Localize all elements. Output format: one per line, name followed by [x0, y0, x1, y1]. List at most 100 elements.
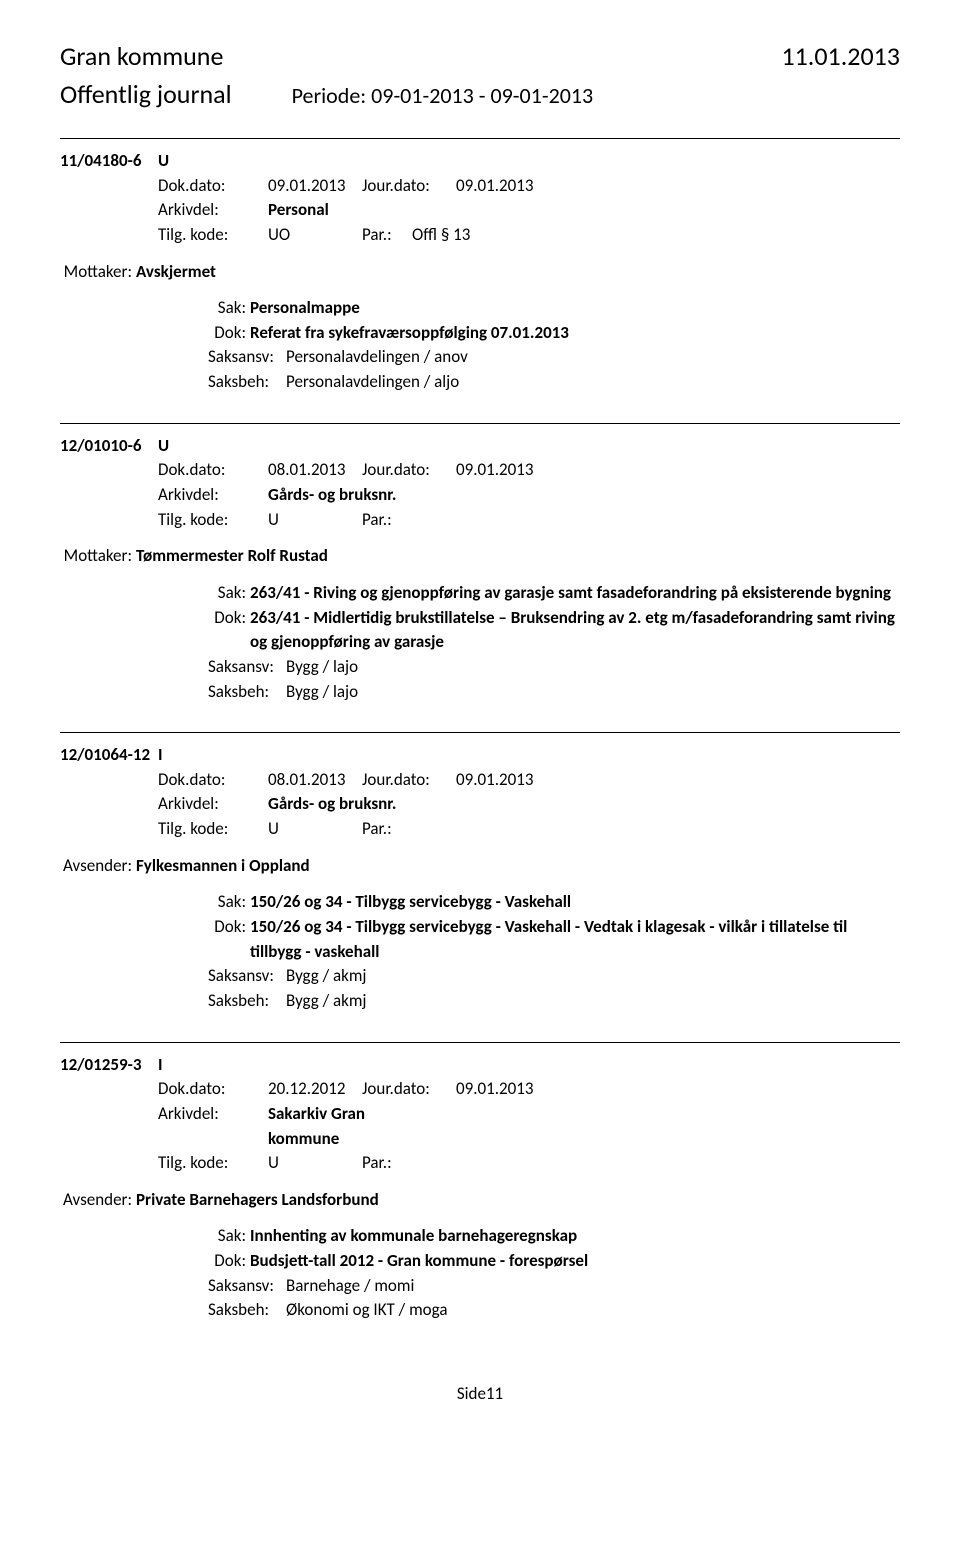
- journal-entry: 11/04180-6UDok.dato:09.01.2013Jour.dato:…: [60, 138, 900, 395]
- tilg-value: U: [268, 1151, 362, 1176]
- saksansv-label: Saksansv:: [208, 655, 286, 680]
- party-label: Mottaker:: [60, 544, 132, 569]
- arkivdel-value: Gårds- og bruksnr.: [268, 483, 396, 508]
- sak-label: Sak:: [208, 1224, 246, 1249]
- arkivdel-label: Arkivdel:: [158, 198, 268, 223]
- arkivdel-label: Arkivdel:: [158, 1102, 268, 1151]
- tilg-label: Tilg. kode:: [158, 508, 268, 533]
- tilg-value: U: [268, 508, 362, 533]
- saksansv-label: Saksansv:: [208, 345, 286, 370]
- dates-row: Dok.dato:08.01.2013Jour.dato:09.01.2013: [60, 458, 900, 483]
- direction: I: [158, 1053, 268, 1078]
- journal-entry: 12/01010-6UDok.dato:08.01.2013Jour.dato:…: [60, 423, 900, 704]
- saksbeh-label: Saksbeh:: [208, 680, 286, 705]
- saksansv-value: Bygg / akmj: [286, 964, 900, 989]
- sak-value: Personalmappe: [250, 296, 900, 321]
- dok-value: Budsjett-tall 2012 - Gran kommune - fore…: [250, 1249, 900, 1274]
- par-label: Par.:: [362, 508, 412, 533]
- party-row: Mottaker:Avskjermet: [60, 260, 900, 285]
- dok-label: Dok:: [208, 606, 246, 655]
- dokdato-value: 08.01.2013: [268, 768, 362, 793]
- print-date: 11.01.2013: [781, 40, 900, 72]
- dates-row: Dok.dato:20.12.2012Jour.dato:09.01.2013: [60, 1077, 900, 1102]
- party-value: Tømmermester Rolf Rustad: [136, 544, 328, 569]
- saksbeh-value: Bygg / akmj: [286, 989, 900, 1014]
- dokdato-label: Dok.dato:: [158, 174, 268, 199]
- tilg-value: U: [268, 817, 362, 842]
- sak-row: Sak:Innhenting av kommunale barnehagereg…: [208, 1224, 900, 1249]
- dok-value: Referat fra sykefraværsoppfølging 07.01.…: [250, 321, 900, 346]
- entry-divider: [60, 423, 900, 424]
- sak-block: Sak:PersonalmappeDok:Referat fra sykefra…: [60, 296, 900, 395]
- jourdato-value: 09.01.2013: [456, 1077, 550, 1102]
- dokdato-value: 09.01.2013: [268, 174, 362, 199]
- party-value: Private Barnehagers Landsforbund: [136, 1188, 379, 1213]
- party-row: Avsender:Private Barnehagers Landsforbun…: [60, 1188, 900, 1213]
- tilg-row: Tilg. kode:UPar.:: [60, 1151, 900, 1176]
- case-number: 12/01064-12: [60, 743, 158, 768]
- dokdato-label: Dok.dato:: [158, 1077, 268, 1102]
- case-row: 12/01259-3I: [60, 1053, 900, 1078]
- saksbeh-label: Saksbeh:: [208, 989, 286, 1014]
- saksbeh-label: Saksbeh:: [208, 1298, 286, 1323]
- saksbeh-value: Økonomi og IKT / moga: [286, 1298, 900, 1323]
- entries-container: 11/04180-6UDok.dato:09.01.2013Jour.dato:…: [60, 138, 900, 1323]
- saksansv-label: Saksansv:: [208, 1274, 286, 1299]
- entry-divider: [60, 1042, 900, 1043]
- tilg-row: Tilg. kode:UPar.:: [60, 817, 900, 842]
- saksbeh-label: Saksbeh:: [208, 370, 286, 395]
- sak-row: Sak:263/41 - Riving og gjenoppføring av …: [208, 581, 900, 606]
- dok-row: Dok:Budsjett-tall 2012 - Gran kommune - …: [208, 1249, 900, 1274]
- page-subheader: Offentlig journal Periode: 09-01-2013 - …: [60, 78, 900, 110]
- party-row: Avsender:Fylkesmannen i Oppland: [60, 854, 900, 879]
- party-label: Avsender:: [60, 1188, 132, 1213]
- par-label: Par.:: [362, 223, 412, 248]
- par-value: Offl § 13: [412, 223, 470, 248]
- sak-label: Sak:: [208, 890, 246, 915]
- arkivdel-row: Arkivdel:Personal: [60, 198, 900, 223]
- case-number: 12/01010-6: [60, 434, 158, 459]
- tilg-label: Tilg. kode:: [158, 1151, 268, 1176]
- party-label: Mottaker:: [60, 260, 132, 285]
- case-row: 12/01010-6U: [60, 434, 900, 459]
- sak-block: Sak:150/26 og 34 - Tilbygg servicebygg -…: [60, 890, 900, 1013]
- sak-row: Sak:150/26 og 34 - Tilbygg servicebygg -…: [208, 890, 900, 915]
- case-row: 11/04180-6U: [60, 149, 900, 174]
- org-name: Gran kommune: [60, 40, 223, 72]
- direction: U: [158, 149, 268, 174]
- jourdato-label: Jour.dato:: [362, 174, 456, 199]
- saksbeh-row: Saksbeh:Økonomi og IKT / moga: [208, 1298, 900, 1323]
- arkivdel-row: Arkivdel:Gårds- og bruksnr.: [60, 792, 900, 817]
- dokdato-label: Dok.dato:: [158, 768, 268, 793]
- dok-row: Dok:263/41 - Midlertidig brukstillatelse…: [208, 606, 900, 655]
- saksansv-row: Saksansv:Bygg / akmj: [208, 964, 900, 989]
- page-header: Gran kommune 11.01.2013: [60, 40, 900, 72]
- journal-entry: 12/01259-3IDok.dato:20.12.2012Jour.dato:…: [60, 1042, 900, 1323]
- dok-label: Dok:: [208, 321, 246, 346]
- jourdato-label: Jour.dato:: [362, 768, 456, 793]
- jourdato-label: Jour.dato:: [362, 1077, 456, 1102]
- party-value: Fylkesmannen i Oppland: [136, 854, 310, 879]
- sak-value: 150/26 og 34 - Tilbygg servicebygg - Vas…: [250, 890, 900, 915]
- page-number: Side11: [60, 1383, 900, 1404]
- arkivdel-label: Arkivdel:: [158, 792, 268, 817]
- saksansv-value: Barnehage / momi: [286, 1274, 900, 1299]
- case-number: 12/01259-3: [60, 1053, 158, 1078]
- period: Periode: 09-01-2013 - 09-01-2013: [292, 82, 594, 109]
- case-number: 11/04180-6: [60, 149, 158, 174]
- dok-row: Dok:Referat fra sykefraværsoppfølging 07…: [208, 321, 900, 346]
- sak-block: Sak:Innhenting av kommunale barnehagereg…: [60, 1224, 900, 1323]
- arkivdel-value: Personal: [268, 198, 329, 223]
- direction: U: [158, 434, 268, 459]
- dates-row: Dok.dato:09.01.2013Jour.dato:09.01.2013: [60, 174, 900, 199]
- tilg-row: Tilg. kode:UOPar.:Offl § 13: [60, 223, 900, 248]
- dok-row: Dok:150/26 og 34 - Tilbygg servicebygg -…: [208, 915, 900, 964]
- saksbeh-row: Saksbeh:Bygg / akmj: [208, 989, 900, 1014]
- saksansv-label: Saksansv:: [208, 964, 286, 989]
- sak-value: Innhenting av kommunale barnehageregnska…: [250, 1224, 900, 1249]
- saksbeh-value: Bygg / lajo: [286, 680, 900, 705]
- par-label: Par.:: [362, 1151, 412, 1176]
- dok-label: Dok:: [208, 1249, 246, 1274]
- tilg-value: UO: [268, 223, 362, 248]
- saksbeh-row: Saksbeh:Personalavdelingen / aljo: [208, 370, 900, 395]
